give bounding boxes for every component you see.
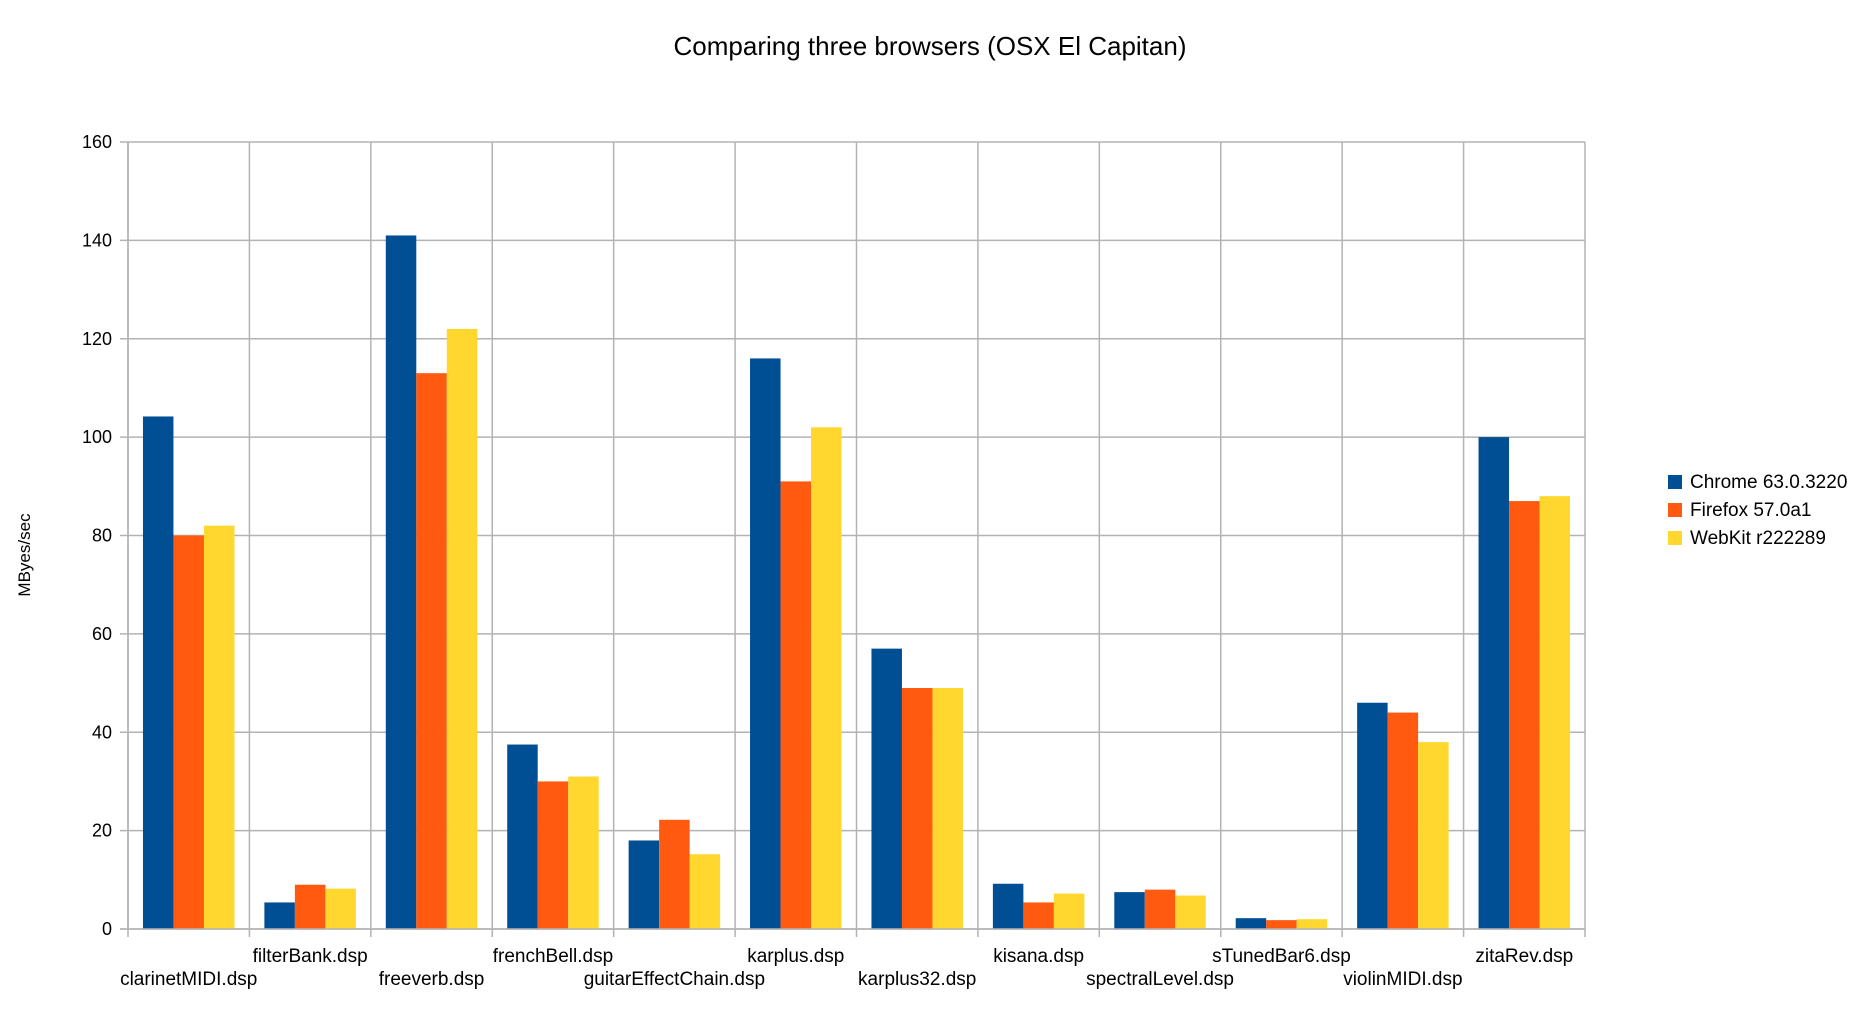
bar-violinMIDI-dsp-series-0 — [1357, 702, 1388, 929]
bar-frenchBell-dsp-series-0 — [507, 744, 538, 929]
y-tick-label: 80 — [92, 526, 112, 546]
category-label: guitarEffectChain.dsp — [584, 969, 765, 990]
axes — [120, 141, 1585, 930]
chart-title: Comparing three browsers (OSX El Capitan… — [674, 31, 1187, 61]
bar-spectralLevel-dsp-series-0 — [1114, 892, 1145, 929]
bar-violinMIDI-dsp-series-1 — [1387, 712, 1419, 929]
y-tick-label: 20 — [92, 821, 112, 841]
bar-karplus-dsp-series-1 — [780, 481, 812, 929]
bar-guitarEffectChain-dsp-series-0 — [628, 840, 660, 929]
category-label: frenchBell.dsp — [493, 946, 613, 967]
bar-clarinetMIDI-dsp-series-2 — [203, 525, 235, 929]
legend-label-0: Chrome 63.0.3220 — [1690, 472, 1847, 493]
y-tick-label: 100 — [82, 427, 112, 447]
bar-filterBank-dsp-series-2 — [325, 888, 356, 929]
bar-spectralLevel-dsp-series-2 — [1175, 895, 1206, 929]
bar-sTunedBar6-dsp-series-0 — [1235, 918, 1267, 929]
category-label: filterBank.dsp — [253, 946, 368, 967]
bar-guitarEffectChain-dsp-series-2 — [689, 854, 721, 929]
category-label: karplus32.dsp — [858, 969, 976, 990]
category-label: zitaRev.dsp — [1475, 946, 1573, 967]
y-tick-label: 40 — [92, 722, 112, 742]
bar-frenchBell-dsp-series-2 — [568, 776, 599, 929]
y-tick-label: 120 — [82, 329, 112, 349]
category-label: clarinetMIDI.dsp — [120, 969, 257, 990]
bar-sTunedBar6-dsp-series-2 — [1296, 919, 1328, 929]
category-label: violinMIDI.dsp — [1343, 969, 1462, 990]
bar-kisana-dsp-series-0 — [992, 883, 1024, 929]
bar-karplus32-dsp-series-1 — [901, 687, 933, 929]
y-tick-label: 140 — [82, 230, 112, 250]
bar-spectralLevel-dsp-series-1 — [1144, 889, 1176, 929]
legend-label-1: Firefox 57.0a1 — [1690, 500, 1811, 521]
bar-freeverb-dsp-series-1 — [416, 373, 447, 929]
category-label: sTunedBar6.dsp — [1212, 946, 1351, 967]
legend-label-2: WebKit r222289 — [1690, 528, 1826, 549]
bar-karplus32-dsp-series-2 — [932, 687, 963, 929]
bar-frenchBell-dsp-series-1 — [537, 781, 569, 929]
bar-karplus-dsp-series-2 — [811, 427, 842, 929]
category-label: spectralLevel.dsp — [1086, 969, 1234, 990]
bar-freeverb-dsp-series-0 — [385, 235, 417, 930]
bar-kisana-dsp-series-1 — [1023, 902, 1054, 929]
gridlines — [127, 141, 1586, 937]
category-label: karplus.dsp — [747, 946, 844, 967]
y-axis-label: MByes/sec — [15, 513, 34, 597]
bar-sTunedBar6-dsp-series-1 — [1266, 920, 1297, 929]
bar-zitaRev-dsp-series-0 — [1478, 437, 1510, 929]
y-tick-label: 0 — [102, 919, 112, 939]
legend: Chrome 63.0.3220 Firefox 57.0a1 WebKit r22… — [1668, 472, 1847, 549]
bar-zitaRev-dsp-series-2 — [1539, 496, 1571, 929]
legend-swatch-0 — [1668, 475, 1682, 489]
bar-karplus32-dsp-series-0 — [871, 648, 902, 929]
bar-violinMIDI-dsp-series-2 — [1418, 742, 1449, 929]
legend-swatch-1 — [1668, 503, 1682, 517]
bar-karplus-dsp-series-0 — [750, 358, 781, 929]
bar-filterBank-dsp-series-1 — [294, 884, 326, 929]
y-tick-label: 60 — [92, 624, 112, 644]
category-label: kisana.dsp — [993, 946, 1084, 967]
y-tick-label: 160 — [82, 132, 112, 152]
bar-filterBank-dsp-series-0 — [264, 902, 295, 929]
legend-swatch-2 — [1668, 531, 1682, 545]
bar-clarinetMIDI-dsp-series-1 — [173, 535, 204, 929]
bars — [142, 235, 1571, 930]
bar-zitaRev-dsp-series-1 — [1509, 501, 1540, 929]
bar-guitarEffectChain-dsp-series-1 — [659, 819, 690, 929]
bar-clarinetMIDI-dsp-series-0 — [142, 416, 174, 929]
bar-freeverb-dsp-series-2 — [446, 328, 478, 930]
bar-kisana-dsp-series-2 — [1053, 893, 1085, 929]
category-label: freeverb.dsp — [379, 969, 485, 990]
y-tick-labels: 0 20 40 60 80 100 120 140 160 — [82, 132, 112, 939]
